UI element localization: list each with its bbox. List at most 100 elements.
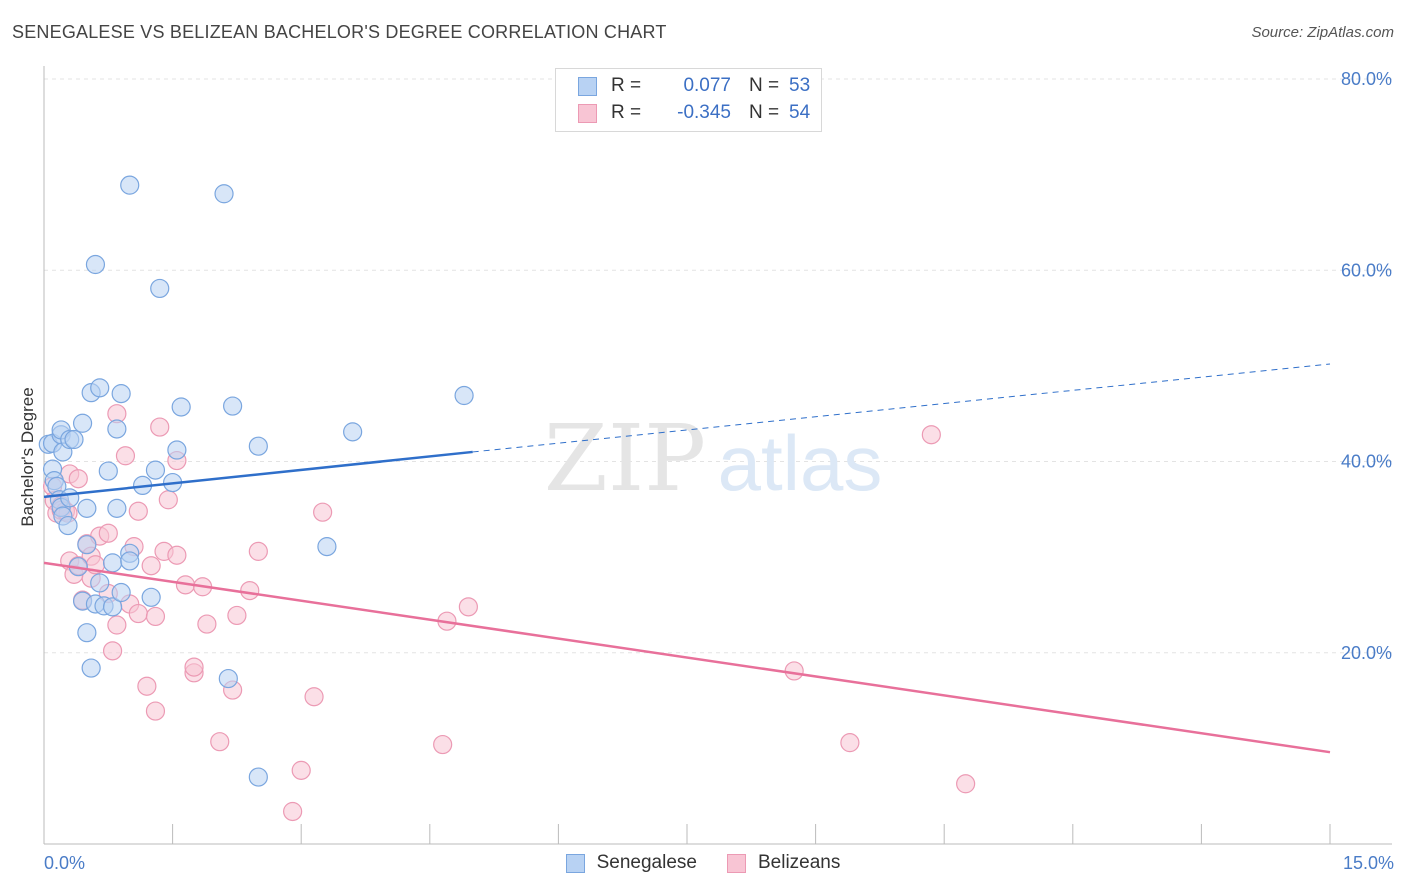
belizeans-point bbox=[433, 734, 453, 755]
senegalese-point bbox=[90, 573, 110, 593]
legend-item-senegalese: Senegalese bbox=[565, 852, 697, 874]
senegalese-point bbox=[171, 397, 191, 417]
grid-lines bbox=[44, 78, 1392, 654]
belizeans-point bbox=[227, 605, 247, 626]
belizeans-point bbox=[141, 556, 161, 576]
y-tick-labels: 20.0% 40.0% 60.0% 80.0% bbox=[1341, 69, 1392, 663]
belizeans-point bbox=[458, 597, 478, 617]
legend-item-belizeans: Belizeans bbox=[726, 852, 841, 874]
senegalese-trend-line bbox=[43, 450, 473, 499]
belizeans-point bbox=[304, 687, 324, 707]
belizeans-point bbox=[145, 701, 166, 721]
belizeans-point bbox=[240, 580, 260, 601]
watermark-atlas: atlas bbox=[718, 419, 883, 507]
senegalese-point bbox=[98, 461, 118, 481]
watermark-zip: ZIP bbox=[544, 405, 706, 512]
senegalese-point bbox=[77, 623, 97, 643]
belizeans-point bbox=[145, 606, 166, 627]
senegalese-point bbox=[111, 582, 131, 603]
senegalese-trend-extension bbox=[472, 363, 1331, 453]
belizeans-point bbox=[128, 603, 148, 624]
source-credit: Source: ZipAtlas.com bbox=[1251, 24, 1394, 41]
belizeans-point bbox=[167, 545, 187, 565]
belizeans-point bbox=[98, 523, 118, 543]
series-legend: Senegalese Belizeans bbox=[0, 852, 1406, 874]
senegalese-point bbox=[120, 551, 140, 571]
x-tick-label-max: 15.0% bbox=[1342, 853, 1394, 873]
senegalese-point bbox=[248, 436, 268, 456]
belizeans-point bbox=[102, 641, 123, 661]
senegalese-point bbox=[145, 460, 166, 480]
belizeans-swatch bbox=[726, 853, 746, 873]
senegalese-point bbox=[120, 175, 140, 195]
legend-label-belizeans: Belizeans bbox=[757, 852, 841, 873]
senegalese-point bbox=[150, 278, 170, 299]
senegalese-point bbox=[58, 515, 78, 536]
belizeans-point bbox=[137, 676, 157, 696]
legend-n-value: 54 bbox=[789, 102, 811, 123]
y-tick-label: 40.0% bbox=[1341, 452, 1392, 472]
axes bbox=[43, 66, 1392, 845]
belizeans-point bbox=[210, 732, 230, 752]
senegalese-point bbox=[454, 385, 474, 406]
belizeans-point bbox=[107, 615, 127, 635]
chart-title: SENEGALESE VS BELIZEAN BACHELOR'S DEGREE… bbox=[12, 22, 667, 42]
senegalese-points bbox=[38, 175, 474, 787]
x-tick-label-min: 0.0% bbox=[44, 853, 86, 873]
belizeans-swatch bbox=[578, 103, 597, 123]
senegalese-point bbox=[107, 498, 127, 518]
legend-r-value: -0.345 bbox=[677, 102, 731, 123]
senegalese-swatch bbox=[578, 76, 597, 96]
senegalese-point bbox=[77, 535, 97, 555]
legend-row-belizeans: R = -0.345 N = 54 bbox=[578, 100, 810, 126]
belizeans-point bbox=[840, 733, 860, 753]
legend-n-label: N = bbox=[749, 102, 780, 123]
y-tick-label: 20.0% bbox=[1341, 643, 1392, 663]
legend-r-value: 0.077 bbox=[683, 75, 731, 96]
legend-r-label: R = bbox=[611, 102, 642, 123]
watermark: ZIP atlas bbox=[544, 405, 882, 512]
belizeans-point bbox=[313, 502, 333, 522]
legend-n-label: N = bbox=[749, 75, 780, 96]
legend-r-label: R = bbox=[611, 75, 642, 96]
senegalese-point bbox=[72, 413, 93, 433]
senegalese-point bbox=[343, 422, 363, 442]
belizeans-point bbox=[184, 657, 204, 677]
senegalese-point bbox=[248, 767, 268, 787]
belizeans-point bbox=[68, 469, 88, 489]
senegalese-point bbox=[60, 488, 80, 508]
belizeans-point bbox=[197, 614, 217, 634]
belizeans-point bbox=[248, 541, 268, 561]
senegalese-point bbox=[77, 498, 97, 518]
y-tick-label: 60.0% bbox=[1341, 260, 1392, 280]
belizeans-point bbox=[291, 760, 311, 780]
senegalese-swatch bbox=[565, 853, 585, 873]
belizeans-point bbox=[115, 446, 136, 466]
senegalese-point bbox=[102, 553, 123, 573]
legend-n-value: 53 bbox=[789, 75, 811, 96]
belizeans-point bbox=[283, 801, 303, 822]
belizeans-point bbox=[784, 661, 804, 681]
senegalese-point bbox=[111, 384, 131, 404]
senegalese-point bbox=[90, 378, 110, 398]
senegalese-point bbox=[85, 254, 106, 275]
senegalese-point bbox=[317, 537, 337, 557]
senegalese-point bbox=[81, 658, 101, 678]
belizeans-point bbox=[921, 425, 941, 445]
legend-label-senegalese: Senegalese bbox=[596, 852, 697, 873]
senegalese-point bbox=[102, 597, 123, 617]
senegalese-point bbox=[107, 419, 127, 439]
belizeans-point bbox=[150, 417, 170, 437]
senegalese-point bbox=[223, 396, 243, 416]
trend-lines bbox=[43, 363, 1331, 754]
senegalese-point bbox=[214, 184, 234, 204]
legend-row-senegalese: R = 0.077 N = 53 bbox=[578, 73, 810, 99]
senegalese-point bbox=[141, 587, 161, 607]
belizeans-point bbox=[128, 501, 148, 521]
belizeans-trend-line bbox=[43, 561, 1331, 754]
senegalese-point bbox=[64, 429, 84, 450]
senegalese-point bbox=[167, 440, 187, 460]
belizeans-point bbox=[956, 774, 976, 794]
senegalese-point bbox=[218, 668, 238, 689]
